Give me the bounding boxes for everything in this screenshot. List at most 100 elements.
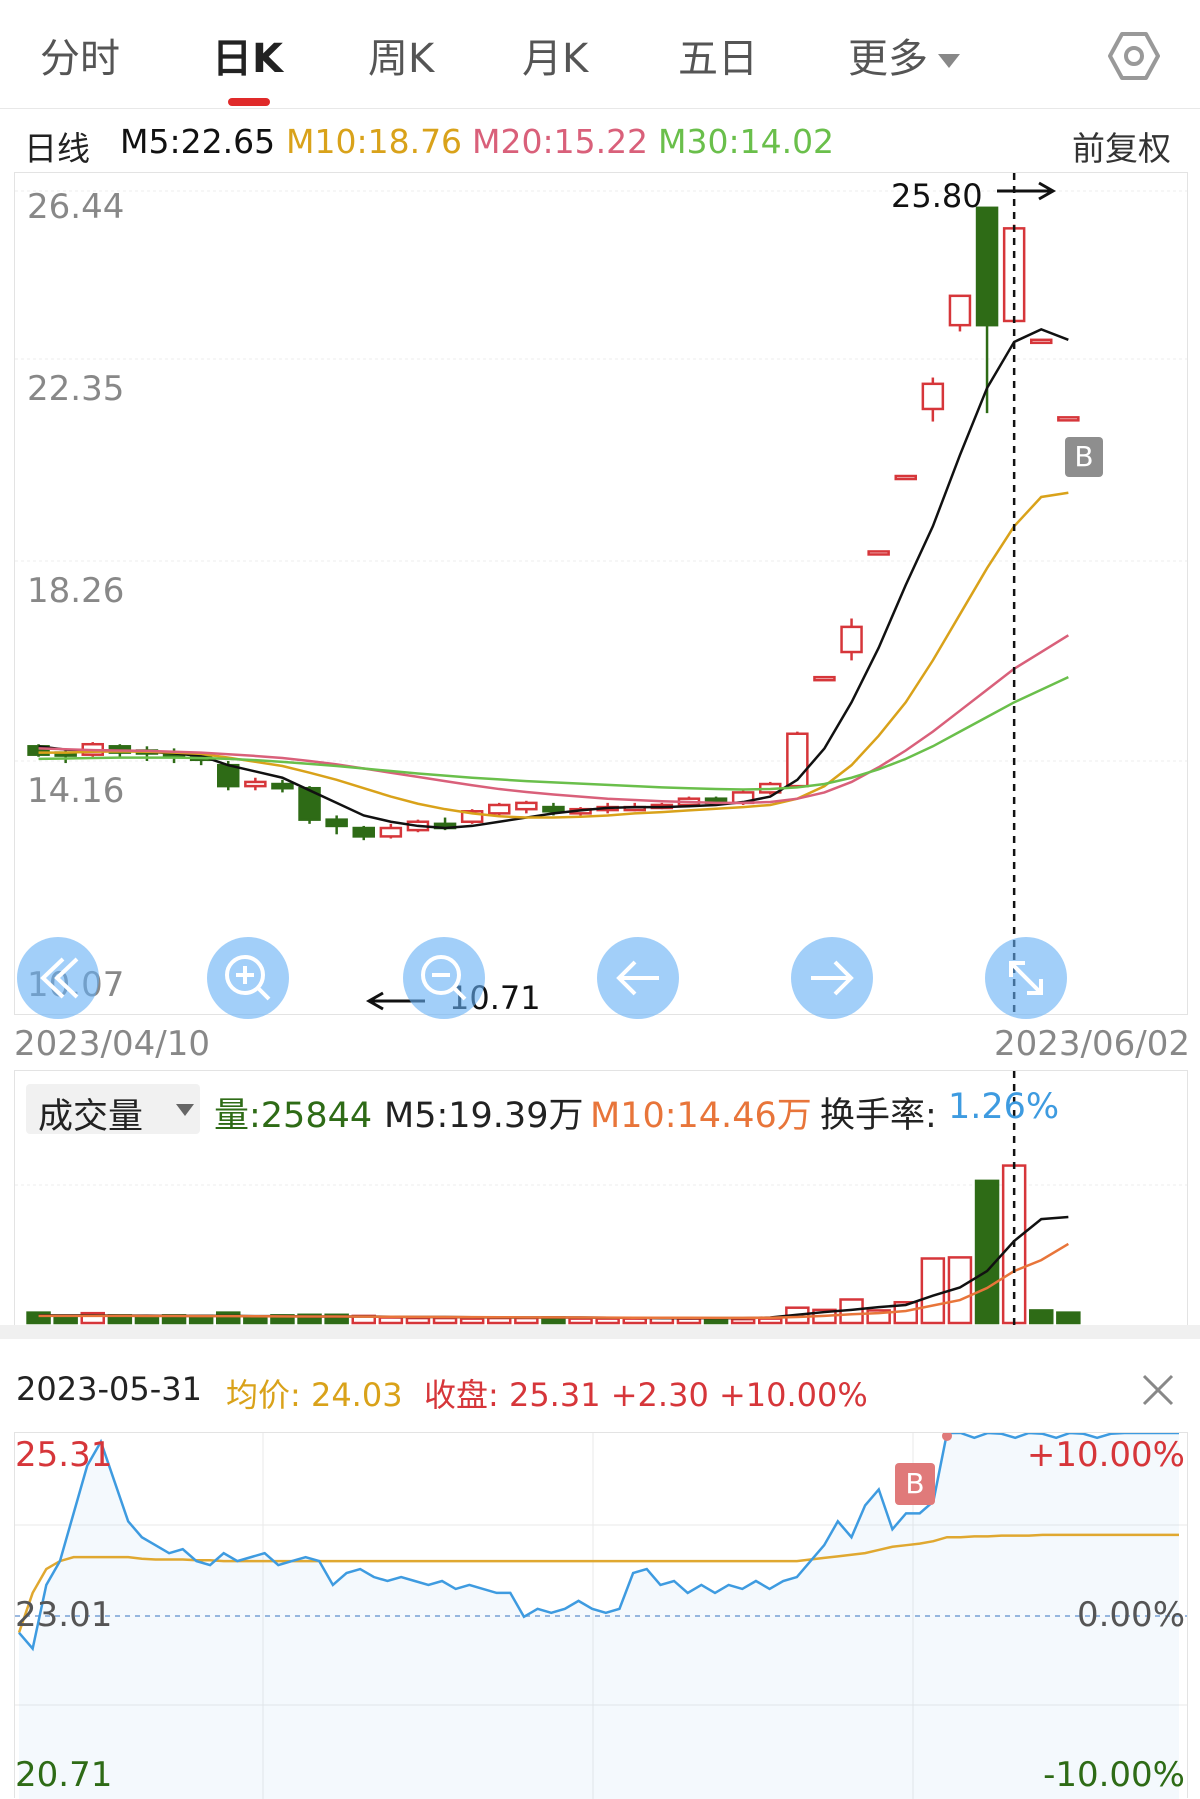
volume-bar (405, 1316, 431, 1325)
tab-intraday[interactable]: 分时 (40, 36, 120, 82)
ma5-value: M5:22.65 (120, 122, 276, 161)
intraday-y-min: 20.71 (15, 1755, 113, 1795)
expand-icon (1009, 961, 1043, 995)
volume-bar (920, 1257, 946, 1325)
volume-ma5-line (38, 1215, 1069, 1320)
price-area (19, 1433, 1179, 1799)
intraday-y-max: 25.31 (15, 1435, 113, 1475)
volume-value: 量:25844 (214, 1096, 373, 1136)
double-chevron-left-icon (40, 957, 79, 999)
candle-body (325, 818, 348, 828)
y-axis-label: 18.26 (27, 571, 125, 611)
candle-body (975, 206, 999, 327)
fast-rewind-button[interactable] (17, 937, 99, 1019)
candle-body (894, 474, 917, 481)
volume-bar (1056, 1311, 1081, 1325)
candle-body (813, 675, 836, 682)
candle-body (867, 550, 890, 556)
detail-date: 2023-05-31 (16, 1370, 202, 1408)
intraday-chart-panel[interactable]: 25.31 23.01 20.71 +10.00% 0.00% -10.00% … (14, 1432, 1188, 1799)
indicator-selector-label: 成交量 (38, 1097, 144, 1137)
volume-bar (514, 1316, 539, 1325)
adjust-mode-button[interactable]: 前复权 (1072, 129, 1171, 168)
end-date: 2023/06/02 (994, 1024, 1190, 1064)
turnover-label: 换手率: (820, 1096, 937, 1136)
ma30-value: M30:14.02 (658, 122, 835, 161)
volume-bar (432, 1316, 458, 1325)
tab-monthly-k[interactable]: 月K (522, 36, 589, 82)
zoom-in-icon (225, 955, 271, 1001)
volume-bar (703, 1317, 729, 1325)
y-axis-label: 22.35 (27, 369, 125, 409)
section-divider (0, 1325, 1200, 1339)
intraday-pct-max: +10.00% (1026, 1435, 1185, 1475)
arrow-right-icon (997, 181, 1057, 201)
candle-body (840, 625, 863, 654)
volume-bar (568, 1317, 593, 1325)
candle-body (1057, 416, 1080, 422)
volume-bar (1029, 1309, 1054, 1325)
volume-bar (216, 1311, 241, 1325)
intraday-chart (15, 1433, 1187, 1799)
intraday-y-prev-close: 23.01 (15, 1595, 113, 1635)
scroll-left-button[interactable] (597, 937, 679, 1019)
volume-ma5: M5:19.39万 (384, 1096, 584, 1136)
ma-line-m10 (38, 491, 1069, 819)
ma20-value: M20:15.22 (472, 122, 649, 161)
y-axis-label: 26.44 (27, 187, 125, 227)
avg-price-line (17, 1533, 1179, 1634)
volume-bar (758, 1317, 783, 1325)
detail-close-price: 收盘: 25.31 +2.30 +10.00% (424, 1376, 868, 1414)
settings-gear-icon[interactable] (1108, 30, 1160, 82)
volume-bar (730, 1317, 756, 1325)
volume-bar (80, 1311, 105, 1325)
kline-chart-panel[interactable]: 26.44 22.35 18.26 14.16 10.07 25.80 10.7… (14, 172, 1188, 1019)
volume-bar (297, 1313, 322, 1325)
active-tab-indicator (228, 98, 270, 106)
volume-bar (595, 1317, 620, 1325)
candle-body (948, 294, 972, 327)
buy-point-dot (942, 1433, 952, 1441)
candle-body (352, 826, 375, 838)
close-icon[interactable] (1140, 1372, 1176, 1408)
kline-chart (15, 173, 1187, 1014)
tab-daily-k[interactable]: 日K (212, 36, 283, 82)
intraday-buy-badge[interactable]: B (895, 1463, 935, 1505)
turnover-value: 1.26% (948, 1087, 1060, 1127)
volume-bar (622, 1317, 647, 1325)
candle-body (921, 382, 945, 411)
ma-line-m30 (38, 676, 1069, 791)
candle-body (298, 786, 321, 821)
volume-bar (378, 1316, 404, 1325)
start-date: 2023/04/10 (14, 1024, 210, 1064)
zoom-out-button[interactable] (403, 937, 485, 1019)
intraday-pct-zero: 0.00% (1076, 1595, 1185, 1635)
arrow-right-icon (811, 960, 854, 996)
indicator-selector[interactable]: 成交量 (26, 1084, 200, 1137)
zoom-in-button[interactable] (207, 937, 289, 1019)
tab-weekly-k[interactable]: 周K (368, 36, 435, 82)
fullscreen-button[interactable] (985, 937, 1067, 1019)
ma10-value: M10:18.76 (286, 122, 463, 161)
candle-body (460, 810, 484, 823)
volume-chart (15, 1071, 1187, 1325)
buy-signal-badge[interactable]: B (1065, 437, 1103, 477)
intraday-pct-min: -10.00% (1043, 1755, 1185, 1795)
volume-ma10: M10:14.46万 (590, 1096, 812, 1136)
ma-line-m20 (38, 634, 1070, 805)
candle-body (379, 826, 403, 838)
high-price-marker: 25.80 (891, 177, 983, 215)
tab-more-label: 更多 (848, 36, 928, 82)
tab-more[interactable]: 更多 (848, 26, 960, 84)
candle-body (542, 805, 565, 813)
tab-five-day[interactable]: 五日 (678, 36, 758, 82)
volume-ma10-line (38, 1242, 1069, 1320)
period-label: 日线 (24, 129, 90, 168)
chevron-down-icon (176, 1104, 194, 1116)
volume-bar (324, 1313, 349, 1325)
candle-body (271, 782, 294, 790)
candle-body (488, 803, 511, 815)
candle-body (217, 763, 240, 788)
period-tab-bar: 分时 日K 周K 月K 五日 更多 (0, 0, 1200, 109)
scroll-right-button[interactable] (791, 937, 873, 1019)
